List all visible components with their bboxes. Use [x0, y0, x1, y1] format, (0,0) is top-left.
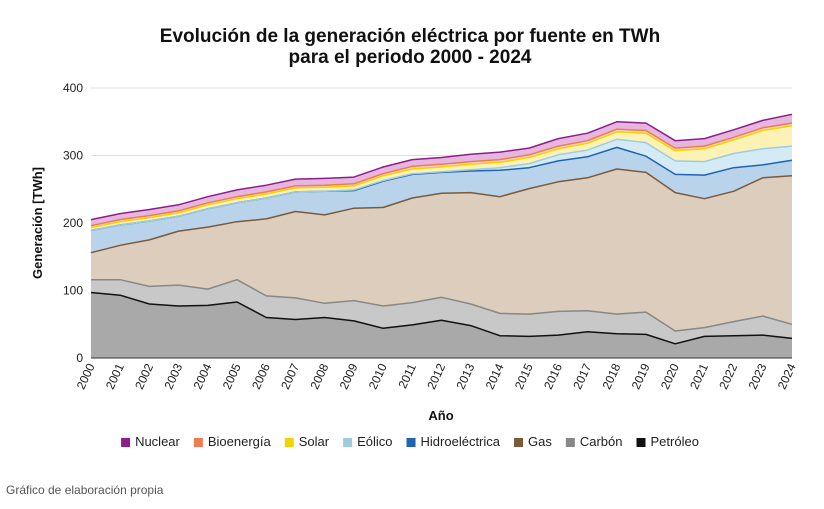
legend-label-bioenergia: Bioenergía — [208, 434, 272, 449]
x-tick-labels: 2000 2001 2002 2003 2004 2005 2006 2007 2008 2009… — [74, 361, 799, 391]
x-tick-label: 2024 — [775, 361, 799, 391]
area-petroleo — [91, 292, 792, 358]
stacked-areas — [91, 114, 792, 358]
x-tick-label: 2009 — [337, 361, 361, 391]
legend-swatch-carbon — [565, 438, 575, 447]
x-tick-label: 2021 — [687, 361, 711, 391]
x-tick-label: 2016 — [541, 361, 565, 391]
legend-label-nuclear: Nuclear — [135, 434, 180, 449]
legend-label-gas: Gas — [528, 434, 552, 449]
x-tick-label: 2007 — [278, 361, 302, 391]
legend-swatch-gas — [514, 438, 524, 447]
y-axis-title: Generación [TWh] — [30, 167, 45, 279]
x-tick-label: 2006 — [249, 361, 273, 391]
x-tick-label: 2001 — [103, 361, 127, 391]
x-tick-label: 2002 — [132, 361, 156, 391]
y-tick-labels: 0 100 200 300 400 — [63, 81, 83, 365]
x-tick-label: 2023 — [746, 361, 770, 391]
line-carbon — [91, 278, 793, 332]
chart-subtitle: para el periodo 2000 - 2024 — [289, 47, 532, 68]
legend-label-solar: Solar — [299, 434, 330, 449]
source-note: Gráfico de elaboración propia — [6, 483, 164, 497]
legend-swatch-hidroelectrica — [406, 438, 416, 447]
legend-swatch-nuclear — [121, 438, 131, 447]
line-bioenergia — [90, 122, 793, 227]
area-carbon — [91, 279, 792, 344]
y-tick-label: 0 — [76, 351, 83, 365]
chart-title: Evolución de la generación eléctrica por… — [160, 26, 660, 47]
y-tick-label: 200 — [63, 216, 83, 230]
legend: Nuclear Bioenergía Solar Eólico Hidroeléctri… — [121, 434, 699, 449]
x-tick-label: 2000 — [74, 361, 98, 391]
x-tick-label: 2017 — [570, 361, 594, 391]
line-eolico — [90, 138, 793, 232]
legend-swatch-solar — [284, 438, 294, 447]
y-tick-label: 300 — [63, 149, 83, 163]
legend-swatch-petroleo — [636, 438, 646, 447]
line-solar — [90, 125, 793, 229]
legend-swatch-bioenergia — [193, 438, 203, 447]
x-tick-label: 2008 — [307, 361, 331, 391]
legend-label-eolico: Eólico — [357, 434, 392, 449]
legend-label-hidroelectrica: Hidroeléctrica — [421, 434, 501, 449]
line-nuclear — [90, 113, 793, 221]
legend-label-petroleo: Petróleo — [651, 434, 699, 449]
x-tick-label: 2020 — [658, 361, 682, 391]
x-tick-label: 2022 — [716, 361, 740, 391]
x-tick-label: 2011 — [395, 361, 419, 391]
x-axis-title: Año — [428, 408, 453, 423]
x-tick-label: 2003 — [161, 361, 185, 391]
line-gas — [90, 168, 793, 254]
x-tick-label: 2005 — [220, 361, 244, 391]
x-tick-label: 2013 — [453, 361, 477, 391]
x-tick-label: 2015 — [512, 361, 536, 391]
x-tick-label: 2018 — [599, 361, 623, 391]
x-tick-label: 2014 — [483, 361, 507, 391]
x-tick-label: 2012 — [424, 361, 448, 391]
y-tick-label: 100 — [63, 284, 83, 298]
x-tick-label: 2019 — [629, 361, 653, 391]
line-petroleo — [90, 291, 793, 345]
x-tick-label: 2010 — [366, 361, 390, 391]
legend-label-carbon: Carbón — [580, 434, 623, 449]
y-tick-label: 400 — [63, 81, 83, 95]
series-lines — [90, 113, 793, 345]
legend-swatch-eolico — [343, 438, 353, 447]
area-gas — [91, 169, 792, 331]
x-tick-label: 2004 — [191, 361, 215, 391]
